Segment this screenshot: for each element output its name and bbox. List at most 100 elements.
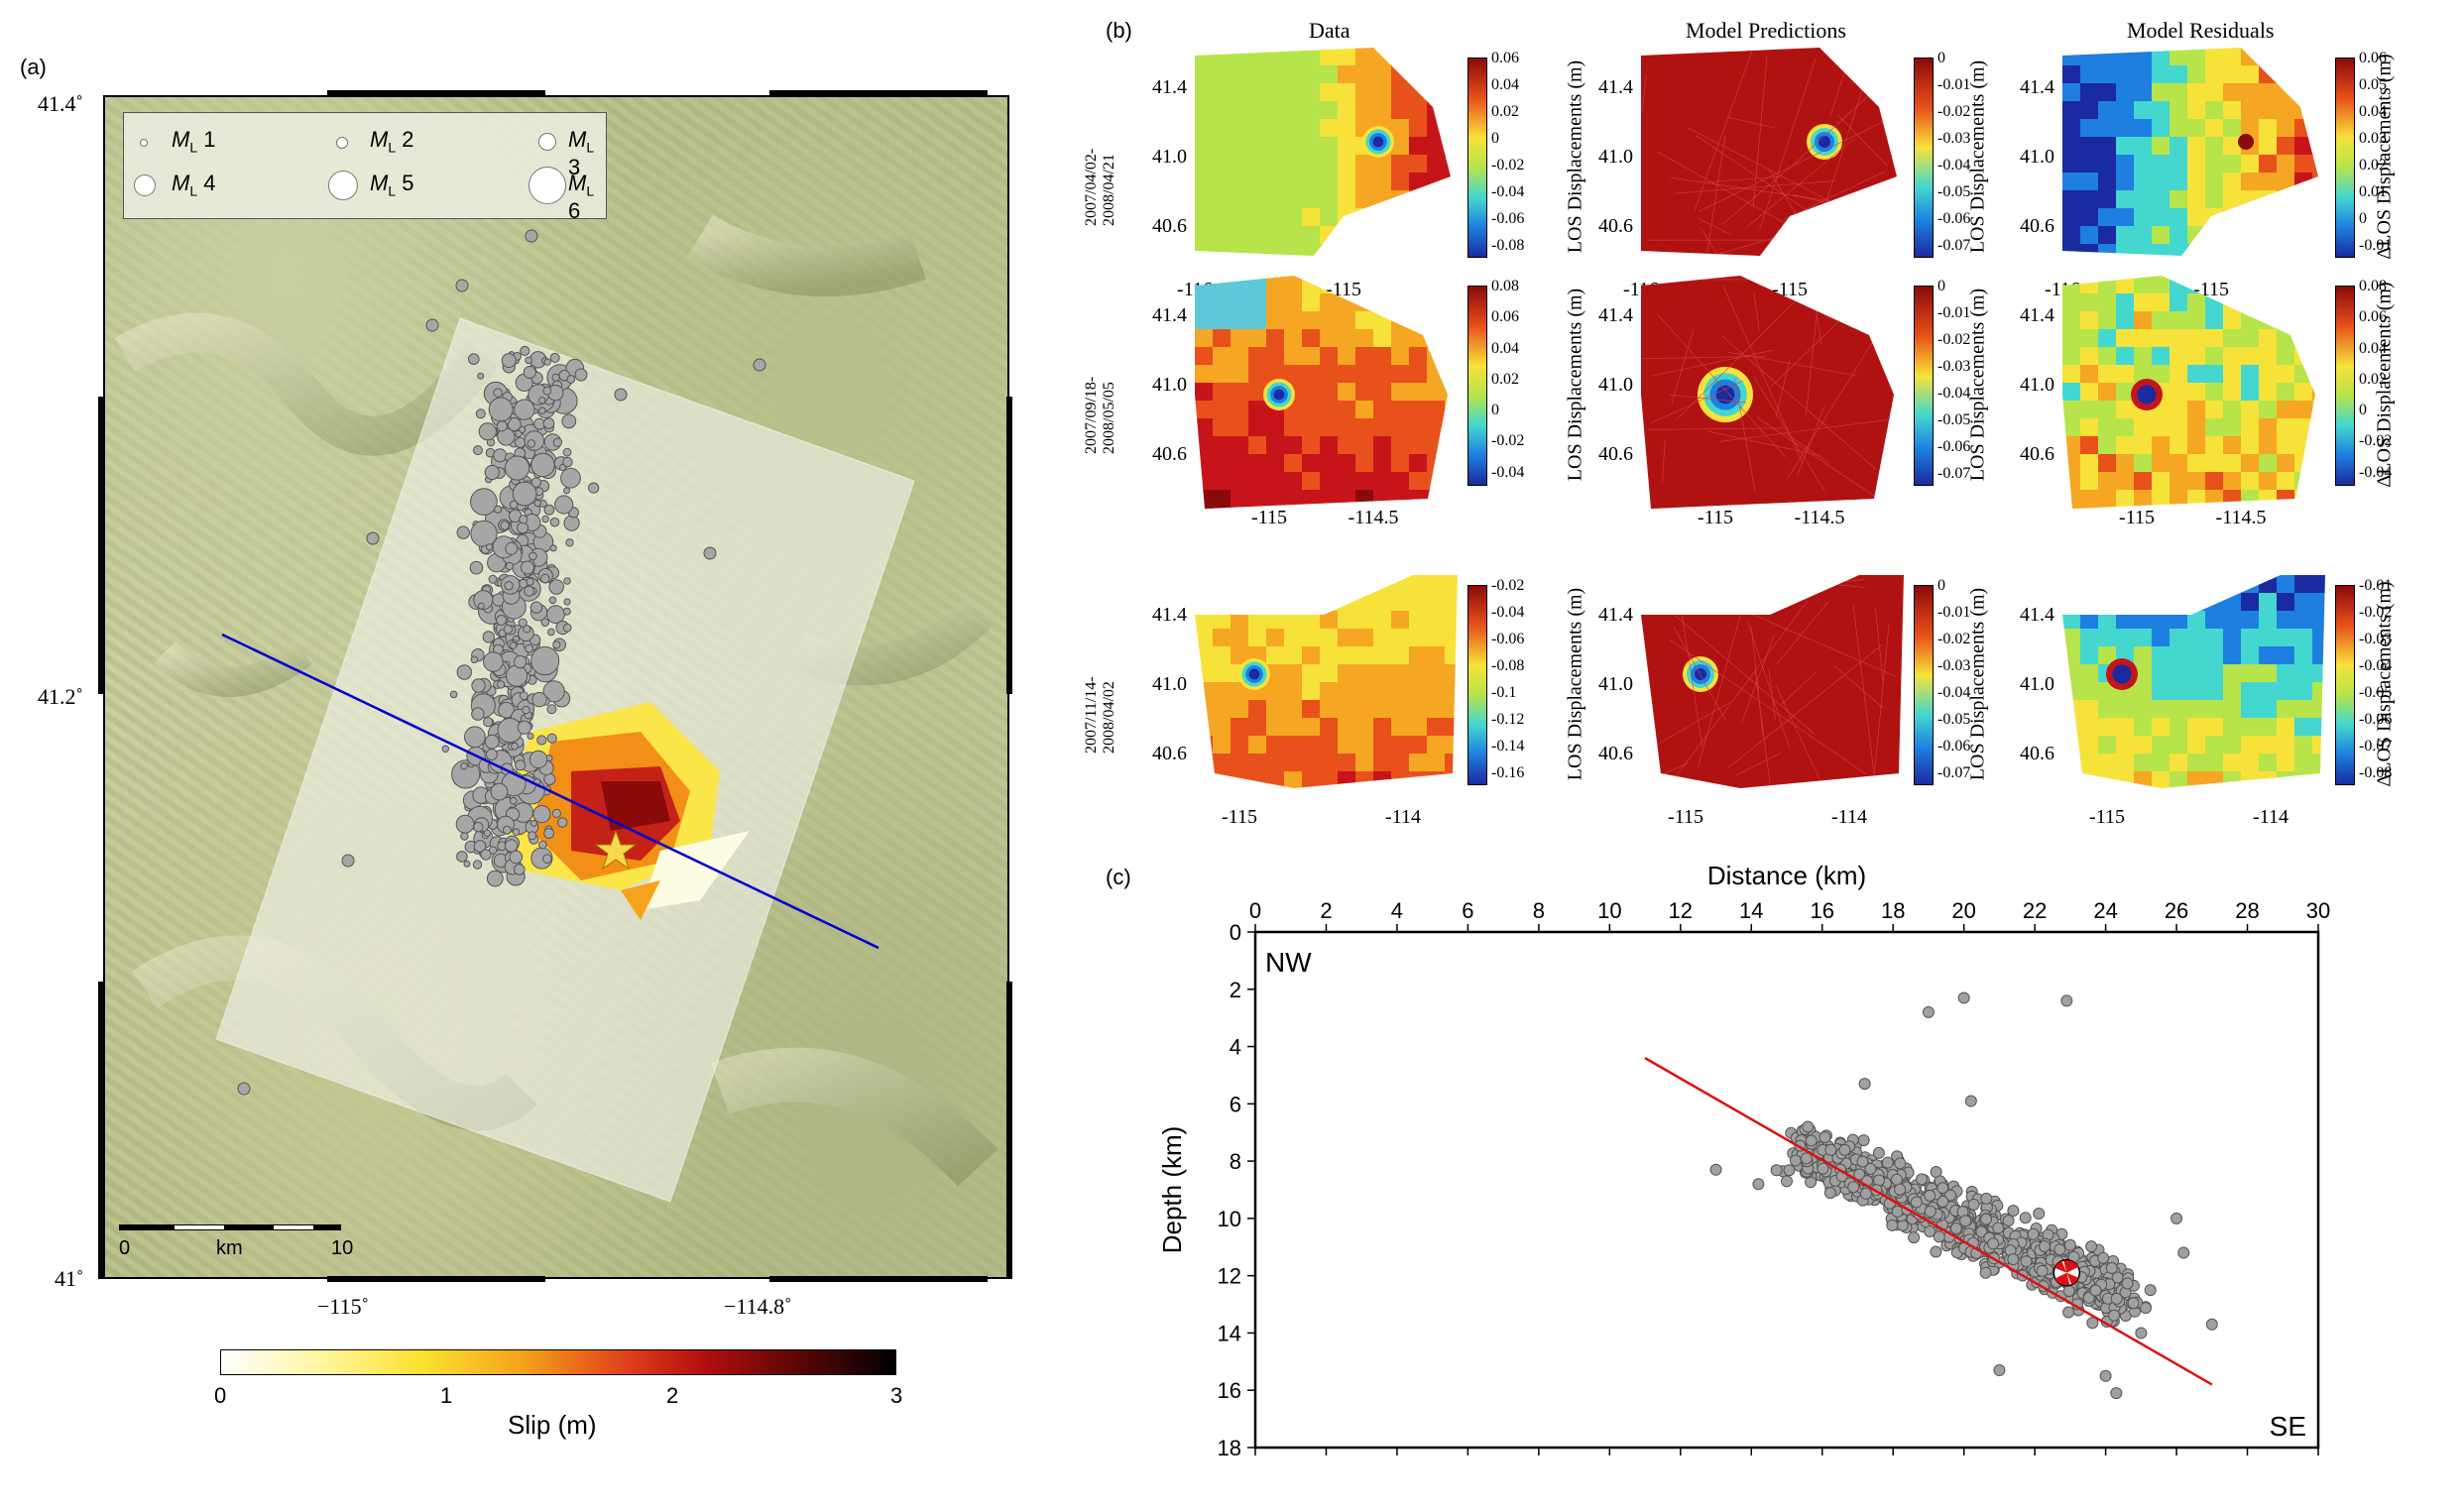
insar-tile	[2241, 754, 2260, 772]
insar-tile	[1195, 508, 1214, 509]
insar-tile	[1391, 329, 1410, 348]
insar-tile	[1730, 311, 1749, 330]
insar-tile	[1248, 754, 1267, 772]
insar-tile	[2241, 311, 2260, 330]
insar-tile	[1695, 155, 1713, 174]
insar-tile	[1891, 454, 1894, 473]
scale-bar-segment	[175, 1225, 224, 1229]
insar-tile	[1355, 593, 1374, 612]
insar-tile	[2330, 807, 2349, 826]
insar-tile	[1266, 101, 1285, 120]
insar-tile	[1195, 365, 1214, 384]
insar-tile	[2134, 208, 2153, 227]
aftershock-epicenter	[563, 515, 580, 531]
insar-tile	[2080, 664, 2099, 683]
insar-tile	[1427, 825, 1446, 833]
insar-tile	[2187, 771, 2206, 788]
insar-tile	[2152, 718, 2171, 737]
aftershock-epicenter	[472, 860, 483, 870]
hypocenter-point	[2020, 1255, 2033, 1268]
insar-tile	[1320, 365, 1339, 384]
insar-tile	[1695, 611, 1713, 630]
slip-colorbar-title: Slip (m)	[508, 1410, 597, 1440]
insar-tile	[1195, 276, 1214, 294]
insar-tile	[2259, 65, 2278, 84]
insar-tile	[2277, 208, 2295, 227]
insar-tile	[1641, 137, 1660, 156]
insar-tile	[1338, 736, 1356, 755]
insar-tile	[1819, 293, 1838, 312]
insar-y-tick: 41.0	[1598, 374, 1633, 396]
y-tick-label: 10	[1218, 1207, 1241, 1231]
insar-tile	[1248, 311, 1267, 330]
aftershock-epicenter	[563, 598, 571, 606]
insar-tile	[1802, 454, 1820, 473]
insar-tile	[1730, 226, 1749, 245]
insar-tile	[1409, 754, 1428, 772]
insar-tile	[1195, 347, 1214, 366]
insar-tile	[1837, 401, 1856, 419]
insar-tile	[1784, 101, 1803, 120]
insar-tile	[2259, 137, 2278, 156]
insar-tile	[2241, 226, 2260, 245]
insar-tile	[1802, 101, 1820, 120]
aftershock-epicenter	[588, 482, 600, 494]
insar-tile	[2134, 119, 2153, 138]
insar-tile	[2134, 807, 2153, 826]
insar-tile	[2259, 593, 2278, 612]
insar-tile	[1891, 208, 1897, 227]
insar-tile	[1855, 65, 1874, 84]
insar-tile	[2080, 418, 2099, 437]
insar-tile	[1338, 807, 1356, 826]
insar-tile	[1284, 436, 1303, 455]
insar-tile	[2134, 329, 2153, 348]
insar-tile	[1373, 575, 1392, 594]
insar-tile	[2223, 436, 2242, 455]
insar-tile	[1338, 293, 1356, 312]
insar-tile	[2259, 311, 2278, 330]
insar-tile	[2241, 664, 2260, 683]
insar-tile	[1659, 646, 1678, 665]
insar-tile	[1284, 119, 1303, 138]
colorbar-tick: -0.08	[1491, 657, 1525, 675]
insar-tile	[1355, 401, 1374, 419]
hypocenter-point	[1980, 1192, 1993, 1205]
insar-tile	[2116, 293, 2135, 312]
insar-tile	[1891, 329, 1894, 348]
insar-tile	[2134, 293, 2153, 312]
insar-tile	[1712, 736, 1731, 755]
insar-tile	[1213, 365, 1232, 384]
hypocenter-point	[2127, 1297, 2140, 1310]
insar-tile	[1409, 383, 1428, 402]
insar-y-tick: 40.6	[2020, 443, 2054, 465]
insar-tile	[2223, 276, 2242, 294]
hypocenter-point	[1924, 1205, 1936, 1218]
aftershock-epicenter	[460, 832, 469, 841]
insar-tile	[1659, 700, 1678, 719]
insar-tile	[1409, 736, 1428, 755]
insar-tile	[1248, 119, 1267, 138]
insar-tile	[1409, 682, 1428, 701]
insar-tile	[1231, 401, 1249, 419]
insar-tile	[1284, 575, 1303, 594]
x-tick-label: 16	[1810, 898, 1833, 923]
insar-tile	[2098, 454, 2117, 473]
aftershock-cloud	[237, 229, 766, 1096]
aftershock-epicenter	[475, 408, 486, 419]
insar-tile	[1427, 807, 1446, 826]
insar-tile	[2223, 736, 2242, 755]
insar-tile	[2294, 525, 2313, 533]
insar-tile	[1427, 525, 1446, 533]
aftershock-epicenter	[540, 573, 550, 584]
insar-tile	[1784, 401, 1803, 419]
insar-tile	[1748, 472, 1767, 491]
aftershock-epicenter	[425, 318, 439, 332]
insar-tile	[2294, 365, 2313, 384]
insar-tile	[2098, 208, 2117, 227]
insar-tile	[2241, 700, 2260, 719]
mesh-line	[1721, 157, 1803, 225]
hypocenter-point	[1824, 1143, 1837, 1156]
insar-tile	[1320, 454, 1339, 473]
insar-tile	[1355, 646, 1374, 665]
insar-tile	[2294, 700, 2313, 719]
